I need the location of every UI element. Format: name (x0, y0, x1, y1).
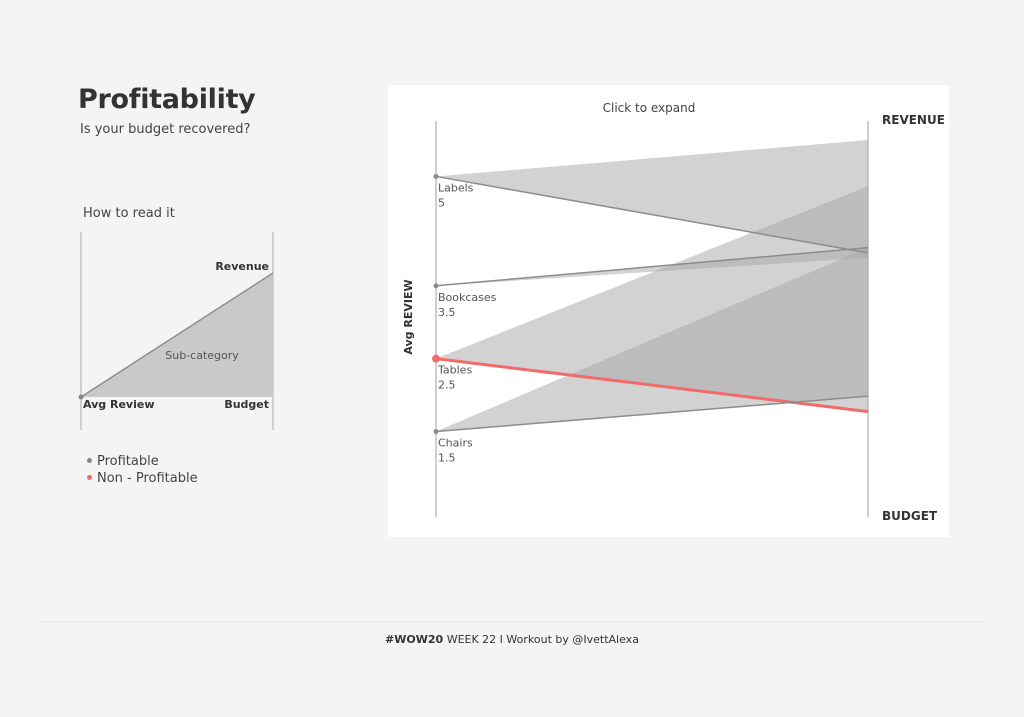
how-to-point (78, 394, 84, 400)
revenue-axis-label: REVENUE (882, 113, 945, 127)
footer-credit[interactable]: WEEK 22 I Workout by @IvettAlexa (443, 633, 639, 646)
how-to-read-diagram: Revenue Sub-category Avg Review Budget (78, 232, 274, 430)
point-tables[interactable] (432, 354, 440, 363)
how-to-line (80, 272, 274, 398)
slope-chart[interactable]: Click to expand REVENUE BUDGET Avg REVIE… (388, 85, 949, 537)
footer: #WOW20 WEEK 22 I Workout by @IvettAlexa (0, 633, 1024, 646)
chart-card[interactable]: Click to expand REVENUE BUDGET Avg REVIE… (388, 85, 949, 537)
how-to-subcategory-label: Sub-category (165, 349, 239, 362)
point-labels[interactable] (433, 173, 439, 179)
how-to-read-heading: How to read it (83, 206, 175, 221)
profitable-dot-icon (87, 458, 92, 463)
line-labels[interactable] (435, 175, 869, 254)
how-to-avg-review-label: Avg Review (83, 398, 155, 411)
chart-title[interactable]: Click to expand (603, 101, 696, 115)
legend-non-profitable-label: Non - Profitable (97, 471, 198, 486)
label-labels-name: Labels (438, 181, 474, 194)
point-chairs[interactable] (433, 429, 439, 435)
area-labels[interactable] (436, 140, 868, 253)
legend-item-profitable: Profitable (87, 453, 198, 470)
legend-item-non-profitable: Non - Profitable (87, 470, 198, 487)
budget-axis-label: BUDGET (882, 509, 938, 523)
label-tables-review: 2.5 (438, 379, 456, 392)
footer-hashtag[interactable]: #WOW20 (385, 633, 444, 646)
page-subtitle: Is your budget recovered? (80, 122, 251, 137)
how-to-budget-label: Budget (224, 398, 269, 411)
label-chairs-name: Chairs (438, 437, 473, 450)
how-to-revenue-label: Revenue (215, 260, 269, 273)
page-title: Profitability (78, 84, 256, 115)
label-labels-review: 5 (438, 196, 445, 209)
footer-divider (40, 621, 984, 622)
non-profitable-dot-icon (87, 475, 92, 480)
y-axis-label: Avg REVIEW (402, 279, 415, 354)
label-tables-name: Tables (437, 364, 472, 377)
line-bookcases[interactable] (435, 246, 869, 287)
label-chairs-review: 1.5 (438, 452, 456, 465)
point-bookcases[interactable] (433, 283, 439, 289)
label-bookcases-review: 3.5 (438, 306, 456, 319)
label-bookcases-name: Bookcases (438, 291, 497, 304)
legend: Profitable Non - Profitable (87, 453, 198, 487)
legend-profitable-label: Profitable (97, 454, 159, 469)
line-chairs[interactable] (435, 395, 869, 433)
